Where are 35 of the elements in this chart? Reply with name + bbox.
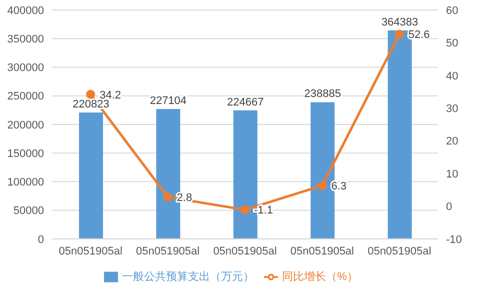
y-tick-label: 100000	[7, 176, 44, 189]
y2-tick-label: 50	[446, 38, 458, 50]
y2-tick-label: 20	[446, 136, 458, 148]
point	[163, 192, 172, 202]
x-tick-label: 05n051905al	[136, 246, 200, 258]
y-tick-label: 0	[38, 234, 44, 246]
data-label: 238885	[304, 88, 341, 100]
y-tick-label: 50000	[13, 205, 44, 218]
data-label: 224667	[227, 96, 264, 108]
y2-tick-label: 60	[446, 4, 458, 17]
x-tick-label: 05n051905al	[290, 246, 354, 258]
y-tick-label: 200000	[7, 119, 44, 132]
y-tick-label: 250000	[7, 90, 44, 103]
data-label: 227104	[150, 94, 187, 107]
point	[240, 205, 250, 214]
y2-tick-label: -10	[446, 234, 462, 246]
legend-label: 一般公共预算支出（万元）	[122, 270, 254, 283]
x-tick-label: 05n051905al	[368, 246, 432, 258]
point	[318, 181, 327, 190]
y2-tick-label: 10	[446, 168, 458, 180]
data-label: 364383	[381, 16, 418, 28]
bar	[79, 112, 103, 239]
point	[394, 30, 404, 39]
y-tick-label: 150000	[7, 148, 44, 160]
y2-tick-label: 30	[446, 103, 458, 116]
x-tick-label: 05n051905al	[213, 246, 277, 258]
y-tick-label: 350000	[7, 34, 44, 46]
y-tick-label: 400000	[7, 4, 44, 17]
y2-tick-label: 0	[446, 201, 452, 214]
x-tick-label: 05n051905al	[58, 246, 122, 258]
legend-label: 同比增长（%）	[282, 270, 358, 283]
y2-tick-label: 40	[446, 70, 458, 82]
point	[86, 90, 96, 99]
data-label: 34.2	[100, 89, 122, 102]
y-tick-label: 300000	[7, 62, 44, 74]
